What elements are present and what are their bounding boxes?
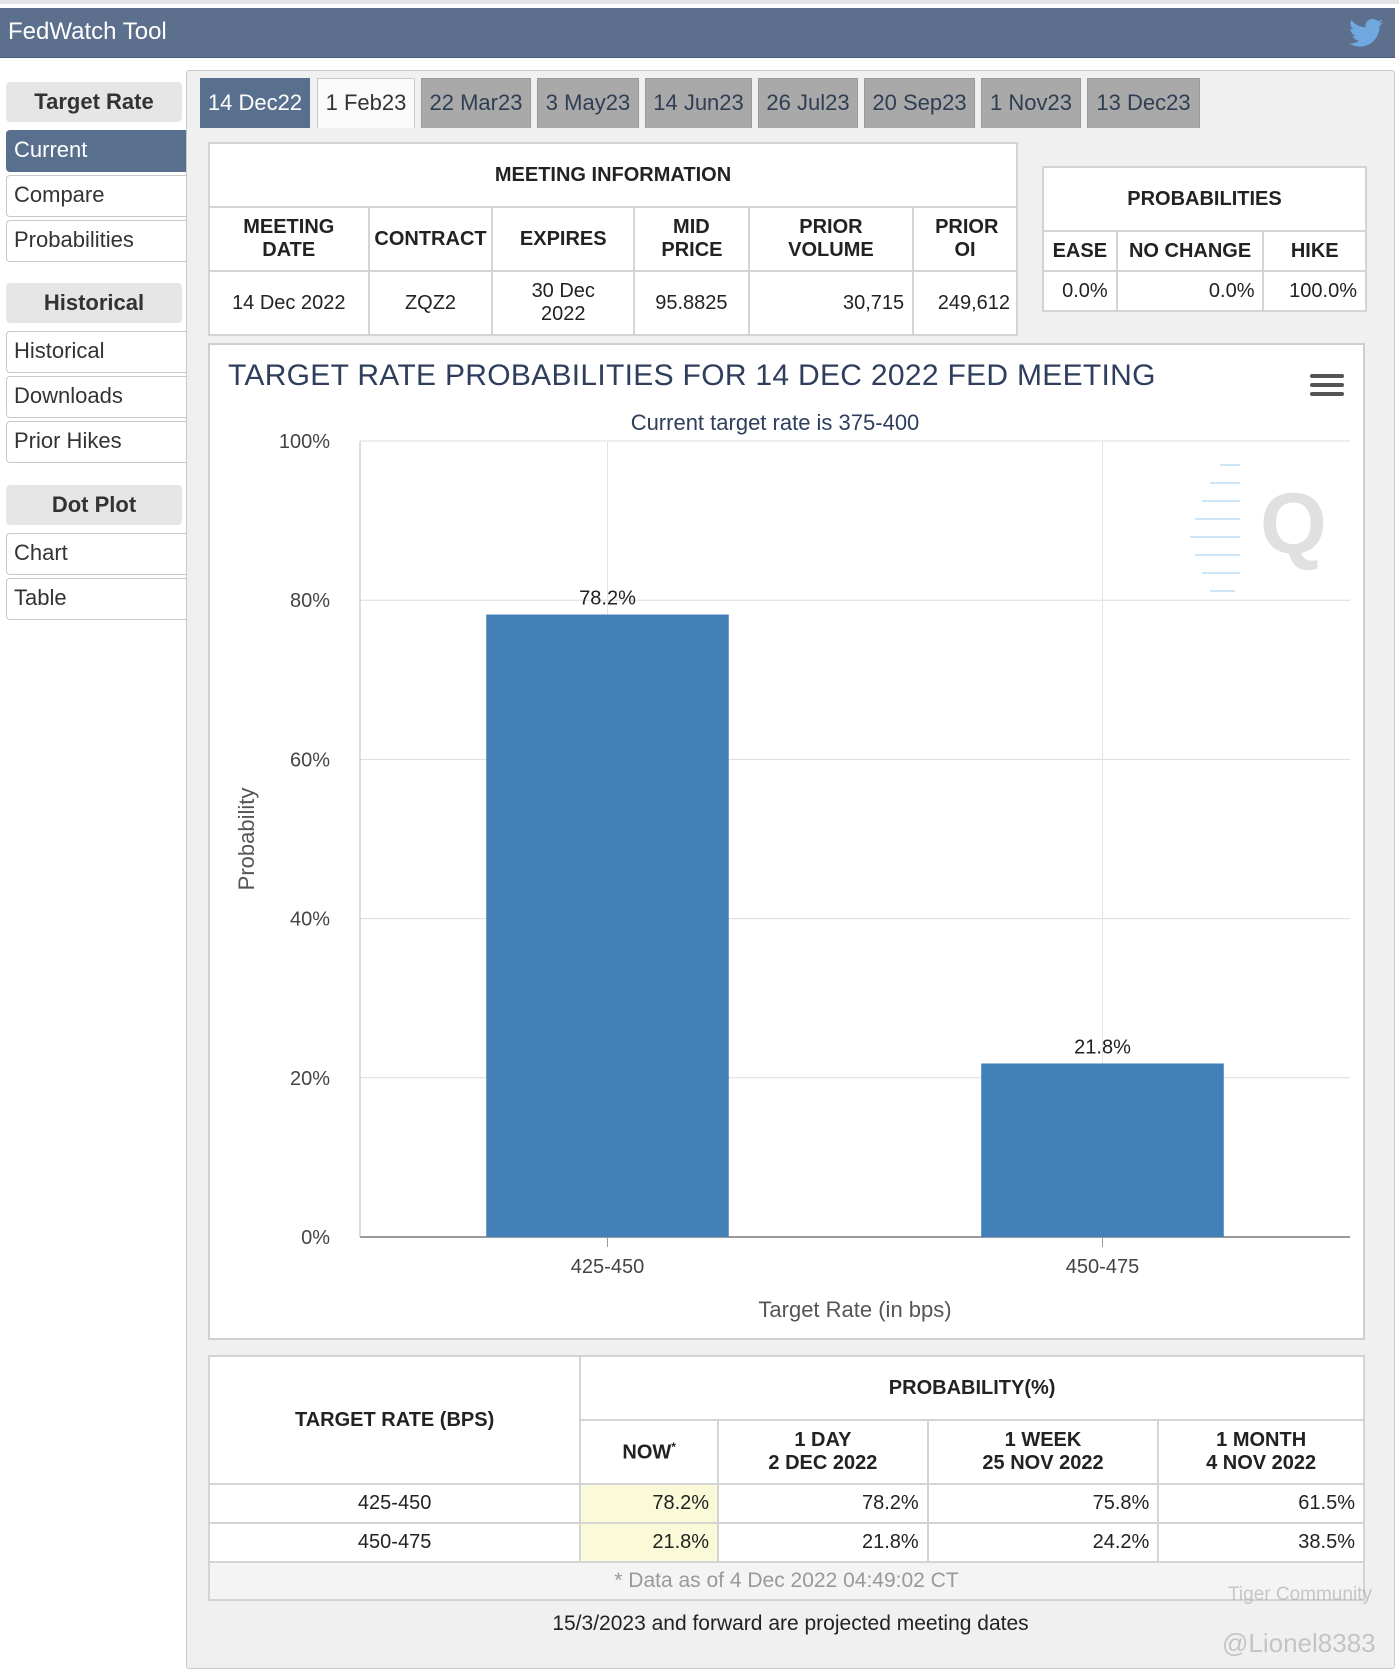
row-rate: 425-450 [207,1483,582,1524]
chart-container: TARGET RATE PROBABILITIES FOR 14 DEC 202… [208,343,1365,1340]
sidebar-heading-target-rate: Target Rate [6,82,182,122]
x-tick-label: 425-450 [571,1256,644,1278]
tab-3-may23[interactable]: 3 May23 [537,78,639,128]
header-prior-oi: PRIOR OI [935,216,999,261]
y-tick-label: 100% [279,431,330,453]
sidebar-item-chart[interactable]: Chart [6,533,188,575]
tab-1-nov23[interactable]: 1 Nov23 [981,78,1081,128]
y-tick-label: 40% [290,909,330,931]
data-label: 78.2% [579,588,636,610]
y-tick-label: 80% [290,590,330,612]
row-day: 78.2% [717,1483,929,1524]
probabilities-title: PROBABILITIES [1042,166,1367,232]
header-mid-price: MID PRICE [661,216,723,261]
table-row: 425-450 78.2% 78.2% 75.8% 61.5% [207,1483,1365,1524]
sidebar-item-downloads[interactable]: Downloads [6,376,188,418]
y-tick-label: 20% [290,1068,330,1090]
probability-history-table: TARGET RATE (BPS) PROBABILITY(%) NOW* 1 … [207,1355,1365,1601]
value-no-change: 0.0% [1115,270,1265,312]
sidebar-item-prior-hikes[interactable]: Prior Hikes [6,421,188,463]
y-axis-title: Probability [234,788,259,891]
tab-14-jun23[interactable]: 14 Jun23 [645,78,752,128]
data-label: 21.8% [1074,1036,1131,1058]
sidebar-item-probabilities[interactable]: Probabilities [6,220,188,262]
header-1-week-date: 25 NOV 2022 [982,1452,1104,1474]
value-expires: 30 Dec 2022 [531,280,595,325]
header-1-month-date: 4 NOV 2022 [1206,1452,1317,1474]
app-title: FedWatch Tool [8,18,167,45]
row-rate: 450-475 [207,1522,582,1563]
value-contract: ZQZ2 [367,270,494,336]
tab-20-sep23[interactable]: 20 Sep23 [864,78,975,128]
watermark-user: @Lionel8383 [1222,1628,1376,1658]
tab-22-mar23[interactable]: 22 Mar23 [421,78,531,128]
header-expires: EXPIRES [491,206,636,272]
app-header: FedWatch Tool [0,8,1395,58]
value-meeting-date: 14 Dec 2022 [208,270,370,336]
q-logo: Q [1190,464,1327,592]
bar-450-475 [981,1063,1224,1237]
chart-title: TARGET RATE PROBABILITIES FOR 14 DEC 202… [228,359,1156,392]
y-tick-label: 0% [301,1227,330,1249]
probabilities-table: PROBABILITIES EASE NO CHANGE HIKE 0.0% 0… [1042,166,1367,312]
sidebar-item-historical[interactable]: Historical [6,331,188,373]
data-timestamp-note: * Data as of 4 Dec 2022 04:49:02 CT [208,1561,1365,1601]
header-1-day: 1 DAY [794,1429,852,1451]
header-prior-volume: PRIOR VOLUME [788,216,874,261]
sidebar-item-compare[interactable]: Compare [6,175,188,217]
header-hike: HIKE [1262,230,1367,272]
watermark-community: Tiger Community [1228,1584,1372,1605]
header-contract: CONTRACT [367,206,494,272]
row-month: 61.5% [1157,1483,1365,1524]
value-prior-oi: 249,612 [912,270,1018,336]
tab-1-feb23[interactable]: 1 Feb23 [317,78,415,128]
header-no-change: NO CHANGE [1115,230,1265,272]
footer-note: 15/3/2023 and forward are projected meet… [552,1612,1029,1635]
tab-26-jul23[interactable]: 26 Jul23 [758,78,858,128]
row-month: 38.5% [1157,1522,1365,1563]
value-hike: 100.0% [1262,270,1367,312]
sidebar-item-table[interactable]: Table [6,578,188,620]
row-week: 24.2% [926,1522,1160,1563]
header-probability: PROBABILITY(%) [579,1355,1365,1421]
header-ease: EASE [1042,230,1118,272]
sidebar-heading-historical: Historical [6,283,182,323]
tab-13-dec23[interactable]: 13 Dec23 [1087,78,1200,128]
header-1-day-date: 2 DEC 2022 [768,1452,878,1474]
row-week: 75.8% [926,1483,1160,1524]
bar-chart: Q Current target rate is 375-400 0% 20% 40%… [234,410,1350,1322]
header-now: NOW [622,1441,672,1464]
value-ease: 0.0% [1042,270,1118,312]
row-now: 21.8% [579,1522,720,1563]
value-prior-volume: 30,715 [747,270,915,336]
sidebar-item-current[interactable]: Current [6,130,188,172]
top-border [0,0,1399,4]
x-axis-title: Target Rate (in bps) [758,1297,951,1322]
bar-425-450 [486,614,729,1237]
meeting-info-title: MEETING INFORMATION [208,142,1018,208]
row-day: 21.8% [717,1522,929,1563]
table-row: 450-475 21.8% 21.8% 24.2% 38.5% [207,1522,1365,1563]
menu-icon[interactable] [1310,373,1346,399]
sidebar-heading-dot-plot: Dot Plot [6,485,182,525]
header-now-asterisk: * [671,1439,676,1454]
chart-subtitle: Current target rate is 375-400 [631,410,920,435]
x-tick-label: 450-475 [1066,1256,1139,1278]
header-target-rate: TARGET RATE (BPS) [207,1355,582,1485]
twitter-icon[interactable] [1349,18,1383,48]
meeting-info-table: MEETING INFORMATION MEETING DATE CONTRAC… [208,142,1018,336]
header-meeting-date: MEETING DATE [243,216,335,261]
header-1-month: 1 MONTH [1216,1429,1307,1451]
value-mid-price: 95.8825 [633,270,750,336]
row-now: 78.2% [579,1483,720,1524]
tab-14-dec22[interactable]: 14 Dec22 [200,78,310,128]
svg-text:Q: Q [1260,476,1327,572]
y-tick-label: 60% [290,749,330,771]
header-1-week: 1 WEEK [1004,1429,1082,1451]
